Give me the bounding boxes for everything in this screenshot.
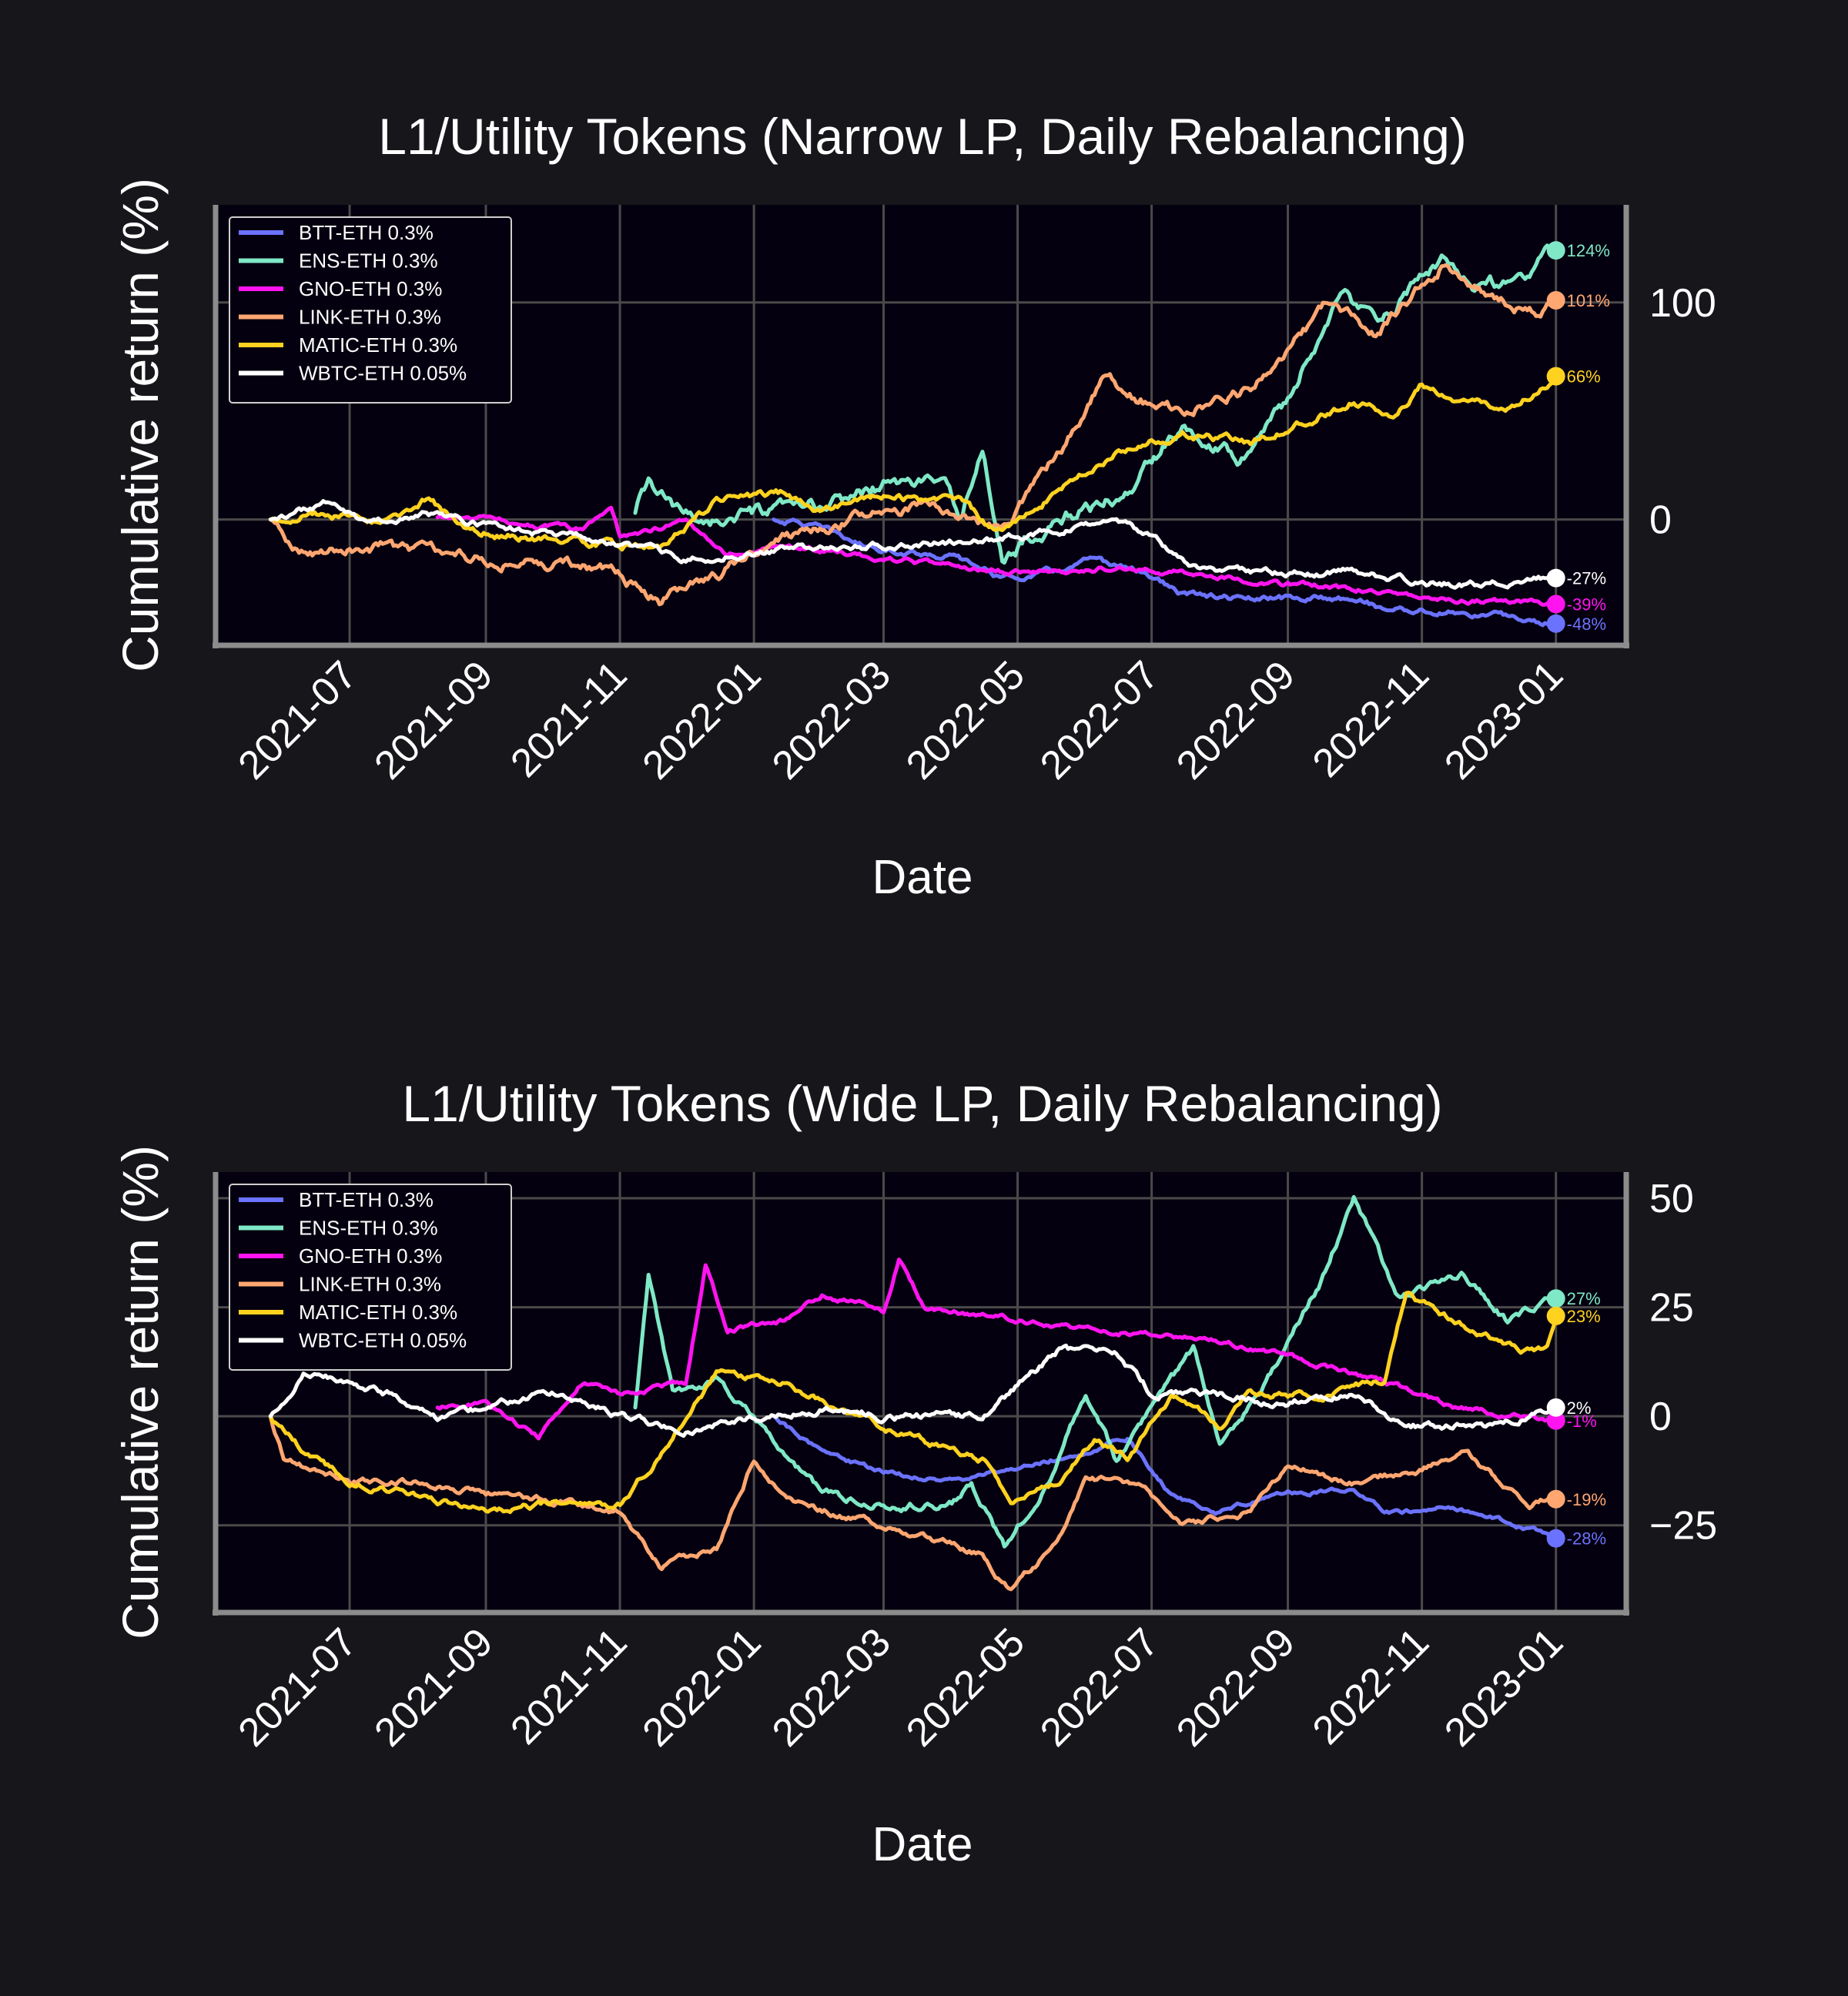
y-axis-label: Cumulative return (%) bbox=[112, 178, 169, 672]
chart-title: L1/Utility Tokens (Narrow LP, Daily Reba… bbox=[378, 108, 1467, 165]
series-end-label-3: 101% bbox=[1567, 291, 1610, 310]
series-line-0 bbox=[772, 517, 1558, 628]
chart-title: L1/Utility Tokens (Wide LP, Daily Rebala… bbox=[402, 1075, 1442, 1132]
series-lines bbox=[268, 243, 1558, 628]
legend-label-5: WBTC-ETH 0.05% bbox=[299, 1329, 467, 1352]
series-end-marker-5 bbox=[1546, 1398, 1565, 1417]
y-tick-label: 50 bbox=[1649, 1177, 1694, 1221]
legend-box bbox=[229, 216, 512, 404]
legend-label-2: GNO-ETH 0.3% bbox=[299, 1244, 442, 1268]
series-end-label-2: -39% bbox=[1567, 594, 1606, 614]
series-line-2 bbox=[435, 1258, 1558, 1441]
legend-label-4: MATIC-ETH 0.3% bbox=[299, 1301, 457, 1324]
legend-label-0: BTT-ETH 0.3% bbox=[299, 1188, 434, 1211]
series-lines bbox=[268, 1194, 1558, 1592]
legend-box bbox=[229, 1184, 512, 1371]
series-line-0 bbox=[772, 1414, 1558, 1542]
y-tick-label: 25 bbox=[1649, 1286, 1694, 1331]
series-end-marker-0 bbox=[1546, 1529, 1565, 1548]
series-line-5 bbox=[268, 1343, 1558, 1438]
series-end-label-2: -1% bbox=[1567, 1412, 1597, 1431]
x-axis-label: Date bbox=[872, 1818, 973, 1871]
series-line-5 bbox=[268, 499, 1558, 590]
y-tick-label: 0 bbox=[1649, 498, 1672, 543]
y-axis-label: Cumulative return (%) bbox=[112, 1145, 169, 1639]
series-line-2 bbox=[435, 505, 1558, 607]
series-end-marker-5 bbox=[1546, 568, 1565, 588]
series-end-marker-1 bbox=[1546, 241, 1565, 260]
legend: BTT-ETH 0.3% ENS-ETH 0.3% GNO-ETH 0.3% LINK… bbox=[229, 1184, 512, 1371]
series-line-1 bbox=[633, 1194, 1558, 1549]
series-end-marker-4 bbox=[1546, 367, 1565, 386]
series-end-marker-3 bbox=[1546, 1489, 1565, 1509]
series-end-label-1: 124% bbox=[1567, 241, 1610, 260]
series-line-3 bbox=[268, 263, 1558, 607]
x-axis-label: Date bbox=[872, 851, 973, 904]
series-end-label-4: 23% bbox=[1567, 1307, 1601, 1326]
legend-label-2: GNO-ETH 0.3% bbox=[299, 277, 442, 300]
series-end-marker-4 bbox=[1546, 1306, 1565, 1325]
legend-label-0: BTT-ETH 0.3% bbox=[299, 221, 434, 244]
y-tick-label: −25 bbox=[1649, 1504, 1717, 1549]
legend-label-3: LINK-ETH 0.3% bbox=[299, 306, 441, 329]
legend: BTT-ETH 0.3% ENS-ETH 0.3% GNO-ETH 0.3% LINK… bbox=[229, 216, 512, 404]
series-end-label-0: -28% bbox=[1567, 1529, 1606, 1549]
series-end-label-3: -19% bbox=[1567, 1490, 1606, 1509]
y-tick-label: 0 bbox=[1649, 1395, 1672, 1439]
series-line-3 bbox=[268, 1414, 1558, 1592]
series-end-label-5: -27% bbox=[1567, 569, 1606, 588]
series-end-label-4: 66% bbox=[1567, 367, 1601, 387]
series-end-marker-2 bbox=[1546, 594, 1565, 614]
legend-label-1: ENS-ETH 0.3% bbox=[299, 250, 438, 273]
series-end-label-0: -48% bbox=[1567, 615, 1606, 634]
legend-label-5: WBTC-ETH 0.05% bbox=[299, 362, 467, 385]
legend-label-3: LINK-ETH 0.3% bbox=[299, 1273, 441, 1296]
series-end-label-5: 2% bbox=[1567, 1398, 1592, 1418]
series-end-label-1: 27% bbox=[1567, 1289, 1601, 1308]
series-end-marker-0 bbox=[1546, 614, 1565, 633]
series-line-1 bbox=[633, 243, 1558, 565]
legend-label-1: ENS-ETH 0.3% bbox=[299, 1217, 438, 1240]
series-end-marker-3 bbox=[1546, 290, 1565, 310]
legend-label-4: MATIC-ETH 0.3% bbox=[299, 333, 457, 357]
series-end-marker-2 bbox=[1546, 1411, 1565, 1430]
series-line-4 bbox=[268, 374, 1558, 552]
series-line-4 bbox=[268, 1291, 1558, 1515]
series-end-marker-1 bbox=[1546, 1289, 1565, 1308]
y-tick-label: 100 bbox=[1649, 281, 1716, 326]
